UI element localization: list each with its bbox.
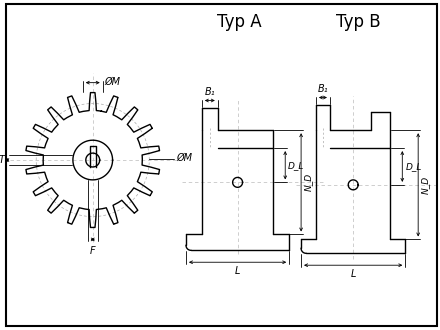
Text: Typ B: Typ B bbox=[336, 13, 381, 31]
Text: L: L bbox=[235, 266, 240, 276]
Text: ØM: ØM bbox=[105, 77, 121, 87]
Text: B₁: B₁ bbox=[318, 83, 328, 94]
Text: F: F bbox=[90, 247, 95, 256]
Text: D_L: D_L bbox=[405, 162, 422, 171]
Text: ØM: ØM bbox=[176, 153, 192, 163]
Text: L: L bbox=[351, 269, 356, 279]
Text: D_L: D_L bbox=[288, 161, 304, 170]
Text: T: T bbox=[0, 155, 4, 165]
Text: B₁: B₁ bbox=[205, 86, 215, 97]
Text: N_D: N_D bbox=[421, 176, 430, 194]
Text: Typ A: Typ A bbox=[217, 13, 261, 31]
Text: N_D: N_D bbox=[304, 173, 313, 191]
